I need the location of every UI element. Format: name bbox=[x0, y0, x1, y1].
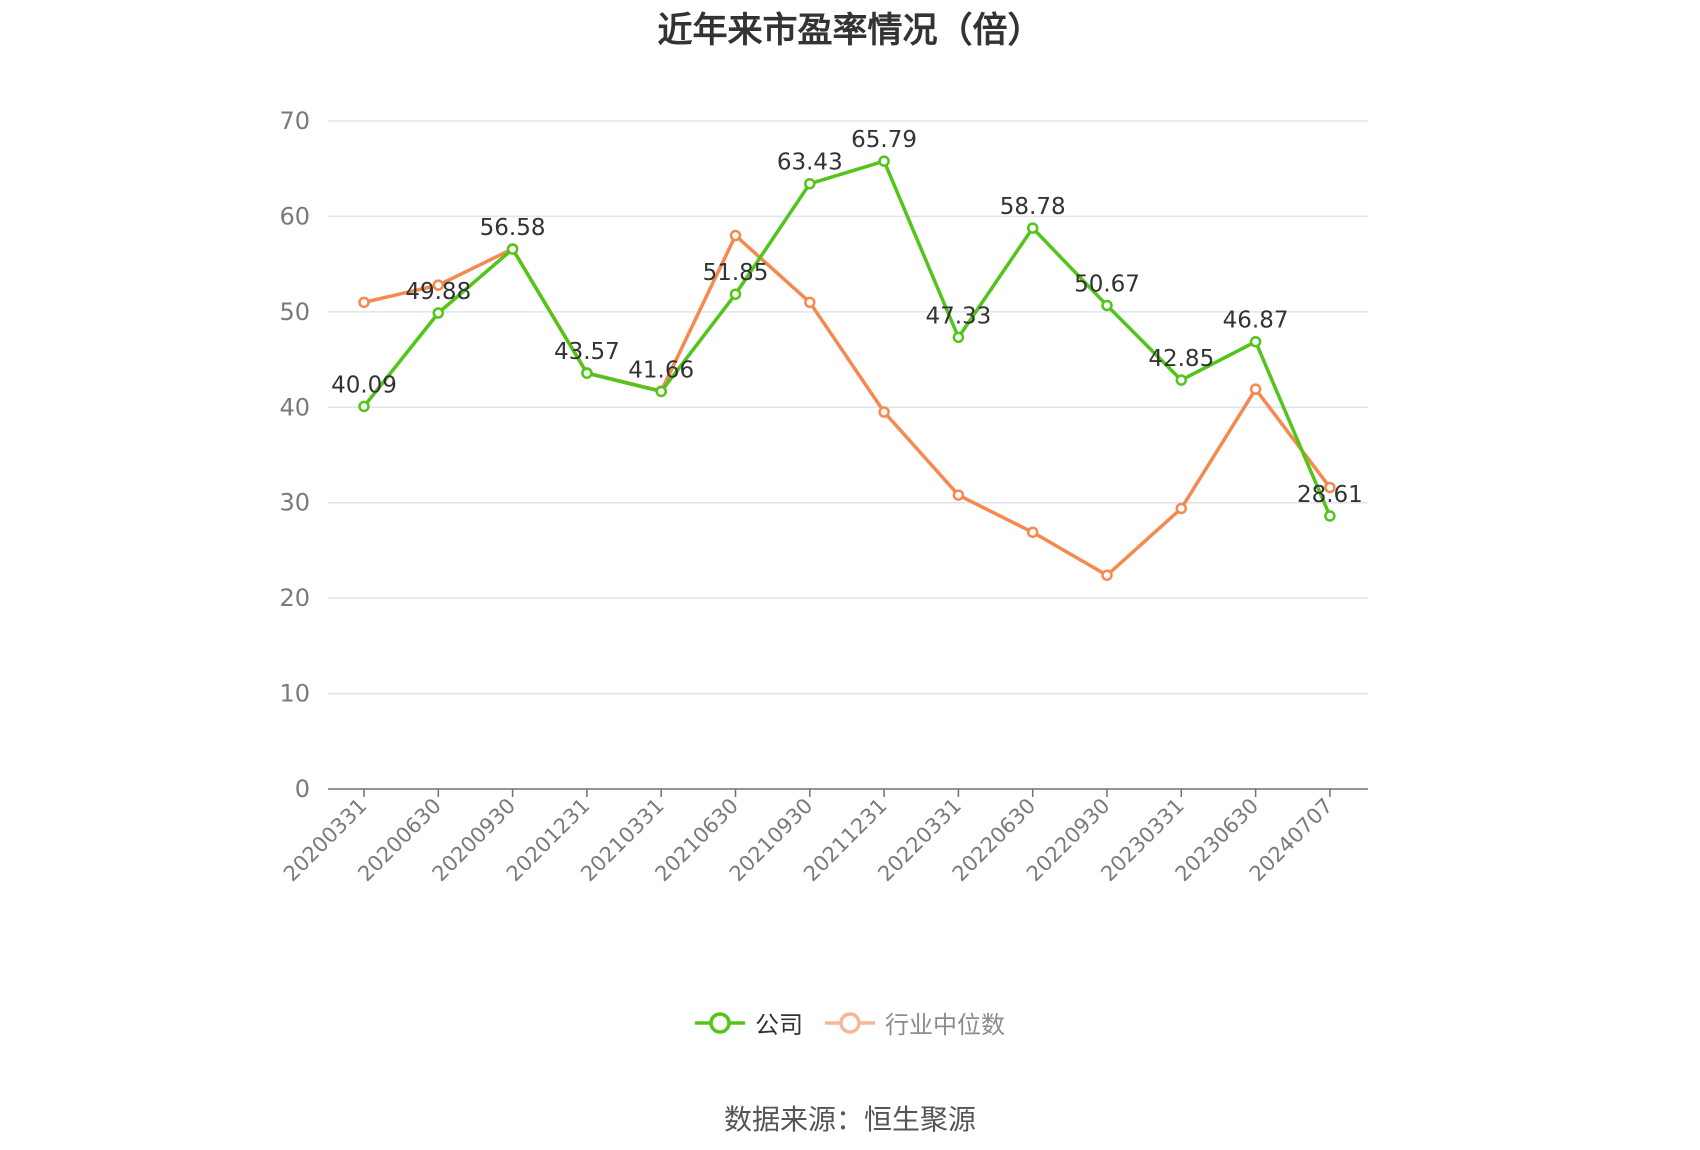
industry-median-point bbox=[432, 279, 445, 291]
data-label: 41.66 bbox=[628, 357, 694, 383]
industry-median-point bbox=[1324, 481, 1336, 494]
y-tick-label: 40 bbox=[279, 393, 310, 421]
data-label: 51.85 bbox=[703, 260, 769, 286]
legend-label: 公司 bbox=[755, 1011, 803, 1039]
legend-item-industry-median[interactable]: 行业中位数 bbox=[825, 1005, 1005, 1040]
company-point bbox=[1324, 510, 1336, 522]
y-tick-label: 20 bbox=[279, 584, 310, 612]
industry-median-point bbox=[952, 489, 965, 501]
data-label: 28.61 bbox=[1297, 482, 1363, 508]
industry-median-point bbox=[729, 229, 742, 242]
y-tick-label: 50 bbox=[279, 298, 310, 326]
legend-item-company[interactable]: 公司 bbox=[695, 1005, 803, 1040]
company-point bbox=[878, 155, 890, 167]
legend-swatch-icon bbox=[695, 1011, 745, 1034]
company-point bbox=[804, 177, 816, 190]
chart-title: 近年来市盈率情况（倍） bbox=[657, 11, 1043, 51]
company-point bbox=[1026, 222, 1039, 234]
company-point bbox=[952, 331, 965, 344]
data-label: 40.09 bbox=[331, 372, 397, 398]
y-tick-label: 30 bbox=[279, 489, 310, 517]
legend-label: 行业中位数 bbox=[885, 1011, 1005, 1039]
data-label: 56.58 bbox=[480, 215, 546, 241]
industry-median-point bbox=[358, 296, 370, 309]
industry-median-point bbox=[1026, 526, 1039, 539]
company-point bbox=[1175, 374, 1188, 386]
company-point bbox=[1249, 335, 1262, 348]
data-label: 43.57 bbox=[554, 339, 620, 365]
legend: 公司 行业中位数 bbox=[0, 1005, 1700, 1040]
data-labels: 40.09 49.88 56.58 43.57 41.66 51.85 63.43 65.79… bbox=[331, 127, 1363, 508]
company-point bbox=[581, 367, 593, 379]
data-label: 65.79 bbox=[851, 127, 917, 153]
industry-median-point bbox=[1249, 383, 1262, 395]
company-point bbox=[506, 243, 519, 255]
y-tick-label: 70 bbox=[279, 107, 310, 135]
grid-lines bbox=[328, 120, 1368, 695]
data-label: 58.78 bbox=[1000, 194, 1066, 220]
data-label: 63.43 bbox=[777, 150, 843, 176]
y-tick-label: 0 bbox=[295, 775, 310, 803]
series-lines bbox=[358, 155, 1336, 581]
legend-swatch-icon bbox=[825, 1011, 875, 1034]
company-point bbox=[358, 400, 370, 413]
industry-median-point bbox=[1101, 569, 1113, 581]
company-point bbox=[655, 385, 667, 398]
industry-median-point bbox=[878, 406, 890, 418]
company-point bbox=[432, 307, 445, 319]
industry-median-point bbox=[1175, 502, 1188, 515]
data-label: 42.85 bbox=[1148, 346, 1214, 372]
company-point bbox=[1101, 299, 1113, 312]
company-line bbox=[362, 159, 1332, 517]
industry-median-point bbox=[804, 296, 816, 309]
y-tick-label: 10 bbox=[279, 680, 310, 708]
company-point bbox=[729, 288, 742, 300]
source-note: 数据来源：恒生聚源 bbox=[723, 1103, 976, 1136]
data-label: 49.88 bbox=[405, 279, 471, 305]
data-label: 46.87 bbox=[1223, 308, 1289, 334]
axes: 0102030405060702020033120200630202009302… bbox=[279, 107, 1368, 886]
y-tick-label: 60 bbox=[279, 202, 310, 230]
industry-median-line bbox=[363, 233, 1332, 577]
data-label: 50.67 bbox=[1074, 271, 1140, 297]
data-label: 47.33 bbox=[925, 303, 991, 329]
